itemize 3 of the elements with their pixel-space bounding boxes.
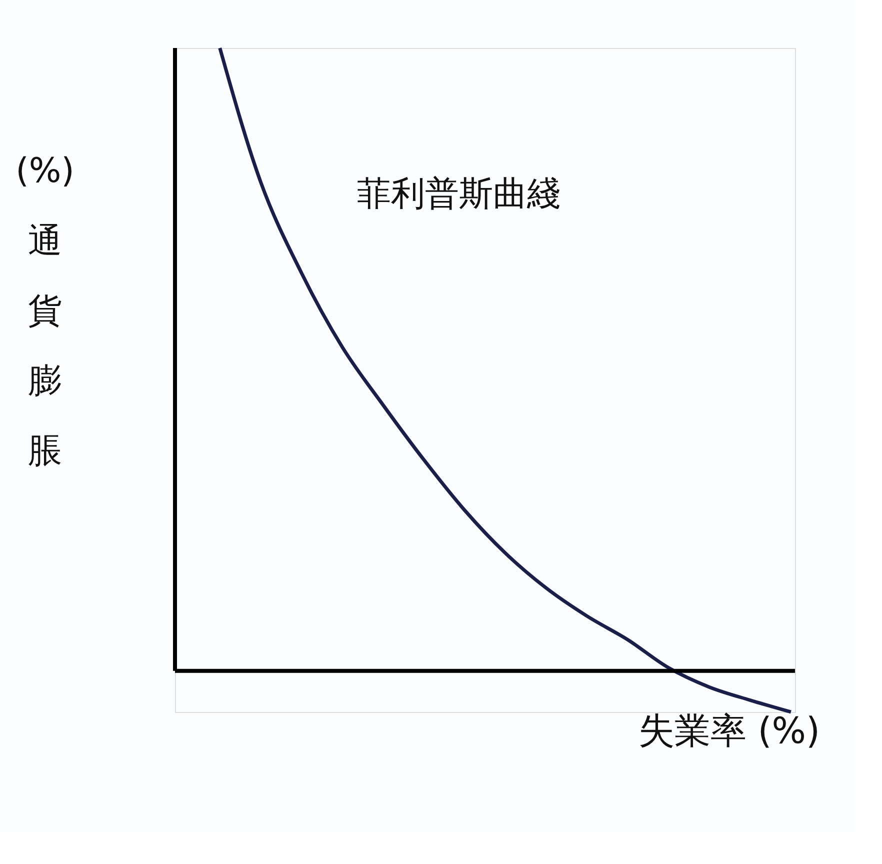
y-axis-title: (%) 通貨膨脹 [16, 151, 74, 471]
text: 菲利普斯曲綫 [357, 174, 561, 214]
x-axis-title: 失業率 (%) [638, 711, 820, 752]
